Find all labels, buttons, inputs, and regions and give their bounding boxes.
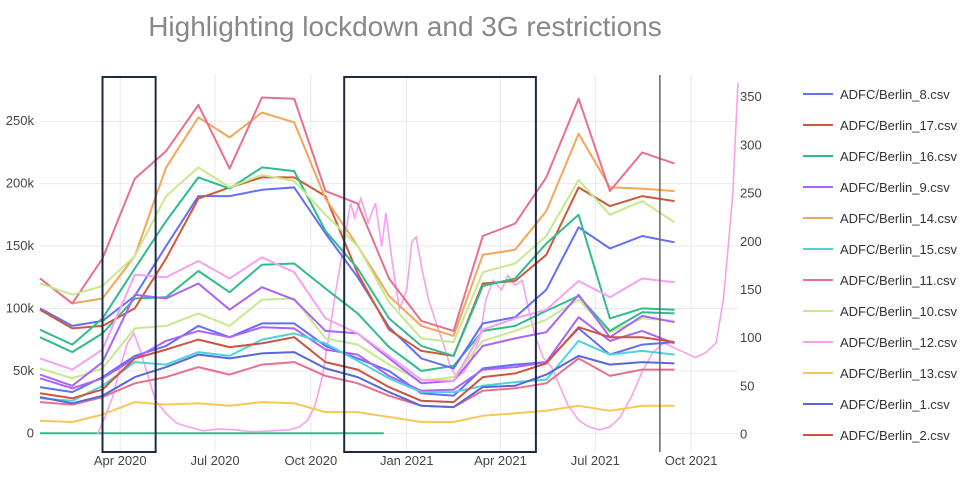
x-axis: Apr 2020 Jul 2020 Oct 2020 Jan 2021 Apr 2021… bbox=[94, 453, 718, 468]
chart-title: Highlighting lockdown and 3G restriction… bbox=[148, 11, 662, 42]
y-left-tick-label: 0 bbox=[27, 425, 34, 440]
series-line bbox=[39, 401, 675, 423]
highlight-box bbox=[101, 76, 157, 453]
series-line bbox=[39, 262, 675, 372]
y-left-tick-label: 200k bbox=[6, 176, 35, 191]
legend-item-label[interactable]: ADFC/Berlin_2.csv bbox=[840, 428, 950, 443]
y-axis-right: 0 50 100 150 200 250 300 350 bbox=[740, 89, 762, 441]
series-line bbox=[39, 96, 675, 332]
series-line bbox=[39, 326, 675, 404]
highlight-overlays bbox=[101, 75, 661, 453]
legend-item-label[interactable]: ADFC/Berlin_12.csv bbox=[840, 335, 958, 350]
legend-item-label[interactable]: ADFC/Berlin_8.csv bbox=[840, 87, 950, 102]
y-right-tick-label: 250 bbox=[740, 186, 762, 201]
series-line bbox=[39, 351, 675, 409]
x-tick-label: Apr 2021 bbox=[474, 453, 527, 468]
x-tick-label: Apr 2020 bbox=[94, 453, 147, 468]
y-right-tick-label: 0 bbox=[740, 427, 747, 442]
x-tick-label: Oct 2020 bbox=[284, 453, 337, 468]
x-tick-label: Jul 2020 bbox=[190, 453, 239, 468]
legend-item-label[interactable]: ADFC/Berlin_10.csv bbox=[840, 304, 958, 319]
series-line bbox=[39, 357, 675, 409]
series-line bbox=[39, 166, 676, 344]
y-left-tick-label: 150k bbox=[6, 238, 35, 253]
series-line bbox=[39, 256, 675, 382]
x-tick-label: Jan 2021 bbox=[380, 453, 434, 468]
legend[interactable]: ADFC/Berlin_8.csv ADFC/Berlin_17.csv ADFC/… bbox=[803, 87, 958, 443]
legend-item-label[interactable]: ADFC/Berlin_1.csv bbox=[840, 397, 950, 412]
series-line bbox=[39, 166, 675, 357]
y-right-tick-label: 350 bbox=[740, 89, 762, 104]
y-axis-left: 0 50k 100k 150k 200k 250k bbox=[6, 113, 35, 440]
y-left-tick-label: 250k bbox=[6, 113, 35, 128]
series-line bbox=[39, 176, 675, 357]
legend-item-label[interactable]: ADFC/Berlin_17.csv bbox=[840, 118, 958, 133]
y-right-tick-label: 100 bbox=[740, 330, 762, 345]
legend-item-label[interactable]: ADFC/Berlin_14.csv bbox=[840, 211, 958, 226]
legend-item-label[interactable]: ADFC/Berlin_16.csv bbox=[840, 149, 958, 164]
y-right-tick-label: 300 bbox=[740, 137, 762, 152]
y-right-tick-label: 150 bbox=[740, 282, 762, 297]
x-tick-label: Jul 2021 bbox=[571, 453, 620, 468]
y-right-tick-label: 50 bbox=[740, 378, 754, 393]
highlight-box bbox=[343, 76, 537, 453]
plot-lines bbox=[39, 82, 739, 435]
legend-item-label[interactable]: ADFC/Berlin_11.csv bbox=[840, 273, 957, 288]
series-line bbox=[39, 332, 675, 402]
series-line bbox=[39, 316, 675, 392]
secondary-axis-series-line bbox=[96, 82, 739, 435]
legend-item-label[interactable]: ADFC/Berlin_15.csv bbox=[840, 242, 958, 257]
y-left-tick-label: 100k bbox=[6, 300, 35, 315]
y-right-tick-label: 200 bbox=[740, 234, 762, 249]
series-line bbox=[39, 186, 675, 370]
y-left-tick-label: 50k bbox=[13, 363, 34, 378]
x-tick-label: Oct 2021 bbox=[665, 453, 718, 468]
legend-item-label[interactable]: ADFC/Berlin_13.csv bbox=[840, 366, 958, 381]
legend-item-label[interactable]: ADFC/Berlin_9.csv bbox=[840, 180, 950, 195]
